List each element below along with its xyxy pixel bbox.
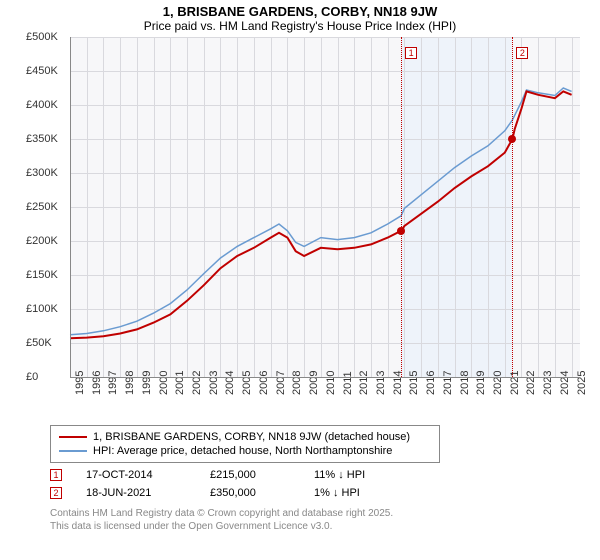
legend-row: HPI: Average price, detached house, Nort… (59, 444, 431, 458)
sale-row: 2 18-JUN-2021 £350,000 1% ↓ HPI (50, 487, 592, 499)
legend-row: 1, BRISBANE GARDENS, CORBY, NN18 9JW (de… (59, 430, 431, 444)
series-hpi (70, 88, 572, 335)
y-tick-label: £500K (26, 31, 58, 43)
y-tick-label: £400K (26, 99, 58, 111)
sale-price: £215,000 (210, 469, 290, 481)
sale-date: 18-JUN-2021 (86, 487, 186, 499)
chart-lines (70, 37, 580, 377)
sale-date: 17-OCT-2014 (86, 469, 186, 481)
chart-title: 1, BRISBANE GARDENS, CORBY, NN18 9JW (8, 4, 592, 19)
y-tick-label: £250K (26, 201, 58, 213)
y-tick-label: £200K (26, 235, 58, 247)
marker-vline (512, 37, 513, 377)
x-tick-label: 2025 (576, 371, 600, 395)
y-tick-label: £50K (26, 337, 52, 349)
marker-label-2: 2 (516, 47, 528, 59)
series-property (70, 91, 572, 338)
sale-price: £350,000 (210, 487, 290, 499)
marker-dot-2 (508, 135, 516, 143)
y-tick-label: £150K (26, 269, 58, 281)
marker-label-1: 1 (405, 47, 417, 59)
legend-swatch (59, 436, 87, 438)
footer-line2: This data is licensed under the Open Gov… (50, 521, 332, 532)
y-tick-label: £350K (26, 133, 58, 145)
chart-subtitle: Price paid vs. HM Land Registry's House … (8, 19, 592, 33)
axis-bottom (70, 377, 580, 378)
marker-dot-1 (397, 227, 405, 235)
sale-row: 1 17-OCT-2014 £215,000 11% ↓ HPI (50, 469, 592, 481)
sale-diff: 11% ↓ HPI (314, 469, 365, 481)
footer-note: Contains HM Land Registry data © Crown c… (50, 507, 592, 533)
y-tick-label: £450K (26, 65, 58, 77)
sale-marker-2: 2 (50, 487, 62, 499)
chart-area: 12 £0£50K£100K£150K£200K£250K£300K£350K£… (30, 37, 590, 417)
legend-swatch (59, 450, 87, 452)
y-tick-label: £300K (26, 167, 58, 179)
y-tick-label: £100K (26, 303, 58, 315)
sale-diff: 1% ↓ HPI (314, 487, 360, 499)
sale-marker-1: 1 (50, 469, 62, 481)
legend-label: HPI: Average price, detached house, Nort… (93, 445, 392, 457)
legend-box: 1, BRISBANE GARDENS, CORBY, NN18 9JW (de… (50, 425, 440, 463)
y-tick-label: £0 (26, 371, 38, 383)
legend-label: 1, BRISBANE GARDENS, CORBY, NN18 9JW (de… (93, 431, 410, 443)
footer-line1: Contains HM Land Registry data © Crown c… (50, 508, 393, 519)
marker-vline (401, 37, 402, 377)
axis-left (70, 37, 71, 377)
